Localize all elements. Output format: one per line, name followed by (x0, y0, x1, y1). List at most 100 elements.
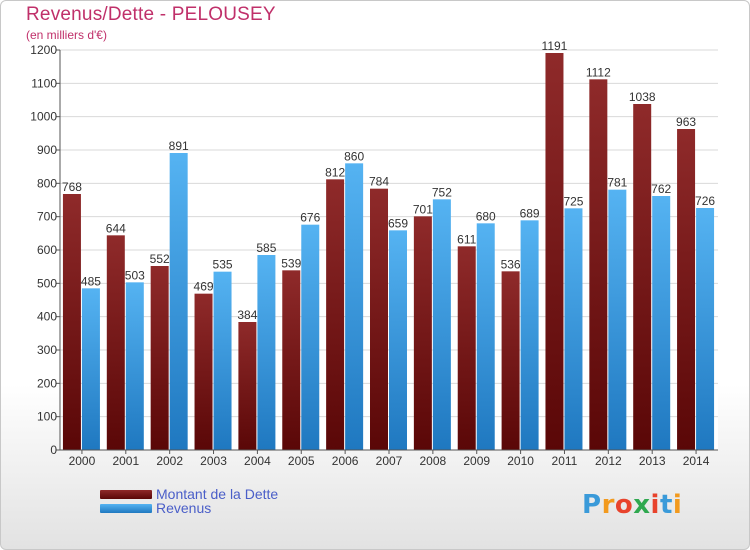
data-label-revenue: 891 (169, 139, 189, 153)
bar-revenue (301, 224, 320, 450)
data-label-revenue: 725 (563, 194, 583, 208)
data-labels: 768 485 644 503 552 891 469 535 384 585 539 676 812 8… (62, 39, 715, 322)
y-tick-label: 800 (37, 176, 57, 190)
bar-revenue (476, 223, 495, 450)
x-tick-label: 2005 (288, 454, 315, 468)
y-tick-label: 700 (37, 210, 57, 224)
data-label-revenue: 752 (432, 185, 452, 199)
bar-revenue (169, 153, 188, 450)
y-tick-label: 500 (37, 276, 57, 290)
bar-debt (106, 235, 125, 450)
bar-debt (62, 194, 81, 450)
data-label-debt: 644 (106, 221, 126, 235)
bar-debt (545, 53, 564, 450)
bar-revenue (257, 255, 276, 450)
chart-subtitle: (en milliers d'€) (26, 28, 107, 42)
bar-debt (282, 270, 301, 450)
x-tick-label: 2001 (112, 454, 139, 468)
data-label-debt: 539 (281, 256, 301, 270)
bar-revenue (652, 196, 671, 450)
x-tick-label: 2007 (376, 454, 403, 468)
data-label-debt: 469 (194, 280, 214, 294)
x-tick-label: 2004 (244, 454, 271, 468)
legend-label-debt: Montant de la Dette (156, 486, 279, 502)
data-label-debt: 768 (62, 180, 82, 194)
logo-letter: r (601, 490, 615, 520)
x-tick-label: 2008 (420, 454, 447, 468)
logo-letter: i (672, 490, 683, 520)
data-label-revenue: 680 (476, 209, 496, 223)
data-label-revenue: 485 (81, 274, 101, 288)
x-tick-label: 2011 (552, 454, 578, 468)
bar-revenue (389, 230, 407, 450)
legend-swatch-debt (100, 489, 152, 499)
data-label-revenue: 762 (651, 182, 671, 196)
data-label-debt: 384 (237, 308, 257, 322)
data-label-revenue: 781 (607, 176, 627, 190)
data-label-revenue: 676 (300, 211, 320, 225)
bar-revenue (213, 271, 232, 450)
bars (62, 53, 715, 451)
y-tick-label: 600 (37, 243, 57, 257)
logo-letter: t (659, 490, 673, 520)
bar-debt (457, 246, 476, 450)
bar-revenue (81, 288, 100, 450)
y-tick-label: 1000 (30, 110, 57, 124)
bar-revenue (696, 208, 715, 450)
bar-debt (677, 129, 696, 450)
data-label-debt: 963 (676, 115, 696, 129)
data-label-revenue: 585 (256, 241, 276, 255)
y-tick-label: 0 (50, 443, 57, 457)
x-tick-label: 2014 (683, 454, 710, 468)
bar-revenue (608, 189, 627, 450)
bar-debt (238, 322, 257, 450)
legend-item-debt: Montant de la Dette (100, 486, 278, 502)
bar-revenue (432, 199, 451, 450)
x-tick-label: 2002 (156, 454, 183, 468)
logo-letter: o (614, 490, 634, 520)
data-label-debt: 812 (325, 165, 345, 179)
data-label-debt: 701 (413, 202, 433, 216)
data-label-debt: 1191 (542, 39, 568, 53)
data-label-revenue: 689 (520, 206, 540, 220)
bar-debt (326, 179, 345, 451)
legend-swatch-revenue (100, 503, 152, 513)
bar-debt (413, 216, 432, 450)
bar-debt (370, 188, 388, 450)
y-tick-label: 300 (37, 343, 57, 357)
data-label-revenue: 726 (695, 194, 715, 208)
bar-debt (194, 293, 213, 450)
axes: 0 100 200 300 400 500 600 700 800 900 1000 1100 1200… (30, 43, 718, 468)
bar-debt (589, 79, 608, 450)
y-tick-label: 1100 (31, 76, 57, 90)
logo-letter: P (582, 490, 602, 520)
data-label-debt: 611 (457, 232, 476, 246)
data-label-debt: 552 (150, 252, 170, 266)
legend-item-revenue: Revenus (100, 500, 211, 516)
chart-title: Revenus/Dette - PELOUSEY (26, 4, 276, 25)
data-label-debt: 536 (501, 257, 521, 271)
x-tick-label: 2012 (595, 454, 622, 468)
logo-letter: i (650, 490, 660, 520)
y-tick-label: 900 (37, 143, 57, 157)
data-label-revenue: 503 (125, 268, 145, 282)
proxiti-logo: Proxiti (582, 490, 682, 520)
bar-revenue (564, 208, 583, 450)
y-tick-label: 1200 (30, 43, 57, 57)
x-tick-label: 2010 (507, 454, 534, 468)
x-tick-label: 2009 (463, 454, 490, 468)
data-label-revenue: 659 (388, 216, 408, 230)
bar-debt (501, 271, 520, 450)
bar-debt (150, 266, 169, 450)
x-tick-label: 2003 (200, 454, 227, 468)
y-tick-label: 100 (37, 410, 57, 424)
data-label-debt: 1112 (586, 65, 611, 79)
bar-debt (633, 104, 652, 450)
legend-label-revenue: Revenus (156, 500, 212, 516)
data-label-revenue: 535 (213, 258, 233, 272)
data-label-debt: 1038 (629, 90, 656, 104)
data-label-revenue: 860 (344, 149, 364, 163)
logo-letter: x (633, 490, 651, 520)
data-label-debt: 784 (369, 175, 389, 189)
